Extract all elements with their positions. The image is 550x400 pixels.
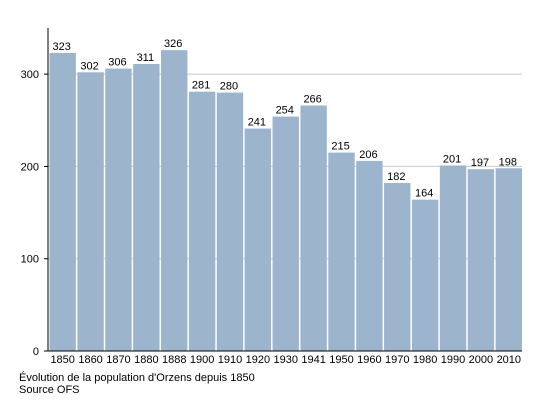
bar-1960 xyxy=(356,160,383,351)
data-label: 306 xyxy=(108,57,126,69)
bar-1990 xyxy=(439,165,467,351)
data-label: 281 xyxy=(192,80,210,92)
data-label: 241 xyxy=(248,117,266,129)
data-label: 206 xyxy=(359,149,377,161)
bar-1860 xyxy=(77,72,104,351)
x-tick-label: 1990 xyxy=(441,354,465,366)
chart-caption: Évolution de la population d'Orzens depu… xyxy=(19,372,255,384)
y-tick-label: 0 xyxy=(33,346,39,358)
data-label: 198 xyxy=(499,156,517,168)
bar-1850 xyxy=(49,52,76,351)
bar-1880 xyxy=(133,63,160,352)
data-label: 164 xyxy=(415,188,433,200)
y-tick-label: 200 xyxy=(21,161,39,173)
data-label: 311 xyxy=(137,52,155,64)
x-tick-label: 1941 xyxy=(301,354,325,366)
x-tick-label: 1850 xyxy=(50,354,74,366)
x-tick-label: 1880 xyxy=(134,354,158,366)
data-label: 326 xyxy=(164,38,182,50)
x-tick-label: 1970 xyxy=(385,354,409,366)
x-tick-label: 1888 xyxy=(162,354,186,366)
x-tick-label: 1860 xyxy=(78,354,102,366)
x-tick-label: 1870 xyxy=(106,354,130,366)
bar-1920 xyxy=(244,128,272,351)
data-label: 201 xyxy=(443,154,461,166)
bar-1980 xyxy=(411,199,439,351)
data-label: 302 xyxy=(80,60,98,72)
bar-1950 xyxy=(328,152,355,351)
bar-2010 xyxy=(495,168,522,351)
bar-1941 xyxy=(300,105,327,352)
y-tick-label: 300 xyxy=(21,69,39,81)
x-tick-label: 1950 xyxy=(329,354,353,366)
bar-1870 xyxy=(105,68,132,351)
x-tick-label: 1920 xyxy=(246,354,270,366)
bar-1930 xyxy=(272,116,299,351)
data-label: 266 xyxy=(303,94,321,106)
x-tick-label: 1910 xyxy=(218,354,242,366)
axes: 0 100 200 300 1850 1860 1870 1880 1888 1900 1910 19… xyxy=(21,28,522,366)
data-label: 323 xyxy=(53,41,71,53)
x-tick-label: 2000 xyxy=(469,354,493,366)
data-label: 182 xyxy=(387,171,405,183)
data-label: 254 xyxy=(276,105,294,117)
bar-1888 xyxy=(161,50,188,352)
x-tick-label: 2010 xyxy=(497,354,521,366)
data-label: 280 xyxy=(220,81,238,93)
y-tick-label: 100 xyxy=(21,254,39,266)
bar-2000 xyxy=(467,169,495,351)
data-label: 197 xyxy=(471,157,489,169)
data-label: 215 xyxy=(331,141,349,153)
bar-1900 xyxy=(188,91,216,352)
bar-1970 xyxy=(384,183,411,351)
bar-1910 xyxy=(216,92,244,351)
x-tick-label: 1930 xyxy=(274,354,298,366)
chart-source: Source OFS xyxy=(19,384,80,396)
x-tick-label: 1980 xyxy=(413,354,437,366)
bars xyxy=(49,50,522,352)
x-tick-label: 1960 xyxy=(357,354,381,366)
x-tick-label: 1900 xyxy=(190,354,214,366)
data-labels: 323 302 306 311 326 281 280 241 254 266 215 206 182 1… xyxy=(53,38,517,200)
